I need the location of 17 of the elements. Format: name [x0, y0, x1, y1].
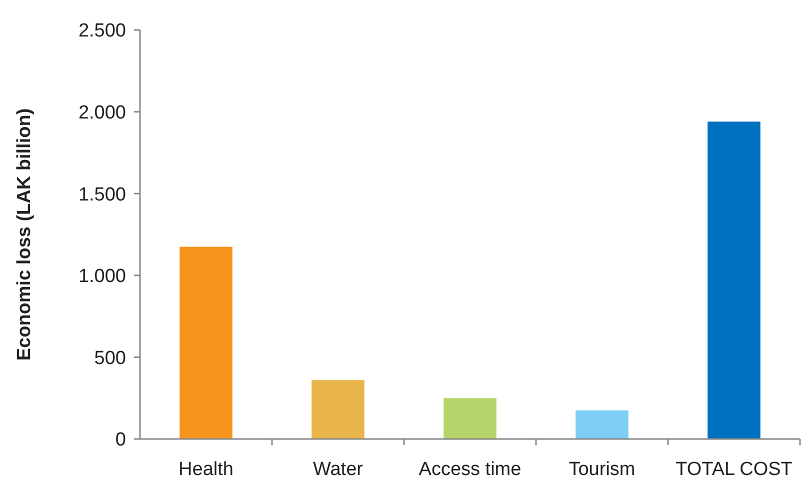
bar: [708, 122, 760, 439]
bar: [576, 410, 628, 439]
y-axis-title: Economic loss (LAK billion): [14, 108, 35, 361]
y-tick-label: 2.500: [78, 20, 126, 42]
x-tick-label: Access time: [418, 459, 522, 480]
y-tick-label: 500: [94, 348, 126, 369]
bar: [444, 398, 496, 439]
x-tick-label: Health: [178, 459, 234, 480]
y-tick-label: 2.000: [78, 102, 126, 124]
y-tick-label: 1.000: [78, 266, 126, 288]
x-tick-label: Tourism: [568, 459, 636, 480]
bar: [312, 380, 364, 439]
bar: [180, 246, 232, 439]
x-tick-label: TOTAL COST: [676, 459, 793, 480]
y-tick-label: 1.500: [78, 184, 126, 206]
y-tick-label: 0: [115, 430, 126, 451]
x-tick-label: Water: [313, 459, 364, 480]
